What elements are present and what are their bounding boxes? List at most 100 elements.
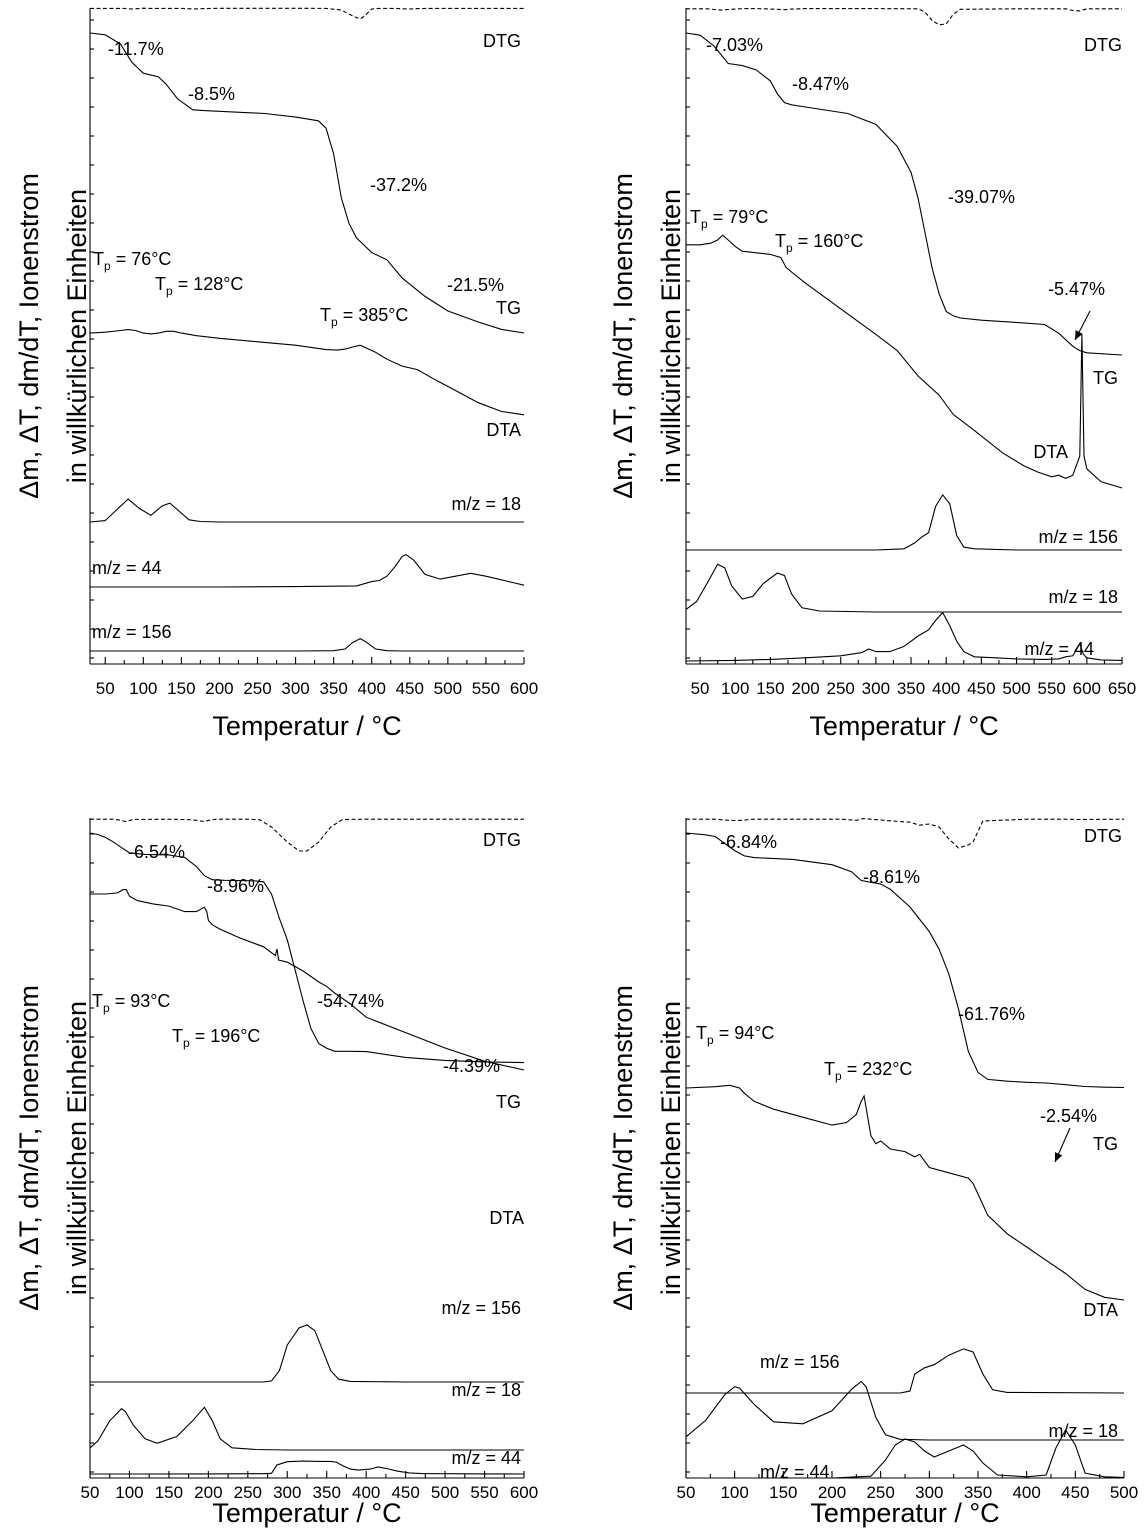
curve-annotation: m/z = 18 bbox=[451, 494, 521, 514]
curve-annotation: m/z = 156 bbox=[1038, 527, 1118, 547]
peak-temperature-label: Tp = 76°C bbox=[93, 249, 171, 273]
chart-panel-2: 50 100 150 200 250 300 350 400 450 500 550 600 650 Te… bbox=[608, 8, 1136, 741]
x-axis-title: Temperatur / °C bbox=[810, 1498, 999, 1528]
curve-annotation: -8.96% bbox=[207, 876, 264, 896]
curve-dta bbox=[686, 234, 1123, 489]
curve-annotation: DTG bbox=[1084, 826, 1122, 846]
curve-m-z-156 bbox=[90, 637, 524, 652]
x-tick-label: 450 bbox=[396, 679, 424, 698]
curve-annotation: DTA bbox=[1083, 1300, 1118, 1320]
curve-annotation: DTA bbox=[489, 1208, 524, 1228]
x-tick-label: 350 bbox=[313, 1483, 341, 1502]
x-tick-label: 300 bbox=[273, 1483, 301, 1502]
x-tick-label: 250 bbox=[866, 1483, 894, 1502]
x-tick-label: 150 bbox=[155, 1483, 183, 1502]
x-tick-label: 300 bbox=[281, 679, 309, 698]
x-axis-title: Temperatur / °C bbox=[212, 1498, 401, 1528]
y-axis-title-line2: in willkürlichen Einheiten bbox=[62, 189, 92, 483]
x-tick-label: 650 bbox=[1108, 679, 1136, 698]
x-tick-label: 200 bbox=[205, 679, 233, 698]
curve-m-z-156 bbox=[686, 493, 1122, 551]
peak-temperature-label: Tp = 196°C bbox=[172, 1026, 260, 1050]
y-axis-title-line1: Δm, ΔT, dm/dT, Ionenstrom bbox=[608, 985, 638, 1311]
curve-tg bbox=[89, 832, 525, 1064]
curve-annotation: -21.5% bbox=[447, 275, 504, 295]
y-axis-title-line2: in willkürlichen Einheiten bbox=[656, 189, 686, 483]
curve-annotation: m/z = 44 bbox=[92, 558, 162, 578]
x-tick-label: 500 bbox=[434, 679, 462, 698]
x-tick-label: 450 bbox=[1061, 1483, 1089, 1502]
curve-annotation: DTG bbox=[483, 830, 521, 850]
curve-annotation: -8.5% bbox=[188, 84, 235, 104]
curve-annotation: TG bbox=[496, 298, 521, 318]
curve-annotation: m/z = 156 bbox=[760, 1352, 840, 1372]
curve-dtg bbox=[686, 818, 1125, 849]
x-tick-label: 550 bbox=[1037, 679, 1065, 698]
y-axis-title-line1: Δm, ΔT, dm/dT, Ionenstrom bbox=[14, 985, 44, 1311]
curve-annotation: m/z = 18 bbox=[1048, 1421, 1118, 1441]
y-axis-title-line2: in willkürlichen Einheiten bbox=[656, 1001, 686, 1295]
curve-annotation: -61.76% bbox=[958, 1004, 1025, 1024]
curve-annotation: -54.74% bbox=[317, 991, 384, 1011]
peak-temperature-label: Tp = 93°C bbox=[92, 991, 170, 1015]
curve-annotation: DTG bbox=[483, 31, 521, 51]
x-tick-label: 50 bbox=[81, 1483, 100, 1502]
y-axis-title-line2: in willkürlichen Einheiten bbox=[62, 1001, 92, 1295]
x-tick-label: 100 bbox=[115, 1483, 143, 1502]
x-tick-label: 500 bbox=[431, 1483, 459, 1502]
x-axis-title: Temperatur / °C bbox=[809, 711, 998, 741]
curve-annotation: DTG bbox=[1084, 35, 1122, 55]
curve-dta bbox=[89, 329, 525, 416]
curve-annotation: -37.2% bbox=[370, 175, 427, 195]
curve-m-z-156 bbox=[90, 1324, 524, 1383]
peak-temperature-label: Tp = 79°C bbox=[690, 207, 768, 231]
curve-annotation: m/z = 18 bbox=[451, 1380, 521, 1400]
x-tick-label: 150 bbox=[769, 1483, 797, 1502]
curve-annotation: DTA bbox=[1033, 442, 1068, 462]
chart-panel-1: 50 100 150 200 250 300 350 400 450 500 550 600 Tempe… bbox=[14, 7, 538, 741]
y-axis-title-line1: Δm, ΔT, dm/dT, Ionenstrom bbox=[608, 173, 638, 499]
peak-temperature-label: Tp = 160°C bbox=[775, 231, 863, 255]
curve-m-z-44 bbox=[685, 611, 1123, 662]
curve-annotation: m/z = 156 bbox=[441, 1298, 521, 1318]
x-tick-label: 400 bbox=[352, 1483, 380, 1502]
curve-m-z-18 bbox=[89, 1406, 524, 1451]
curve-m-z-18 bbox=[89, 498, 524, 523]
curve-annotation: TG bbox=[1093, 1134, 1118, 1154]
curve-annotation: m/z = 156 bbox=[92, 622, 172, 642]
x-tick-label: 100 bbox=[720, 1483, 748, 1502]
curve-m-z-156 bbox=[686, 1348, 1125, 1394]
curve-annotation: m/z = 44 bbox=[1024, 639, 1094, 659]
x-tick-label: 150 bbox=[167, 679, 195, 698]
curve-dtg bbox=[90, 7, 524, 20]
curve-annotation: -8.61% bbox=[863, 867, 920, 887]
curve-annotation: -4.39% bbox=[443, 1056, 500, 1076]
annotation-arrowhead bbox=[1054, 1152, 1063, 1162]
curve-annotation: m/z = 18 bbox=[1048, 587, 1118, 607]
x-tick-label: 300 bbox=[862, 679, 890, 698]
peak-temperature-label: Tp = 94°C bbox=[696, 1023, 774, 1047]
annotation-arrowhead bbox=[1075, 330, 1083, 340]
curve-tg bbox=[89, 32, 525, 334]
x-tick-label: 600 bbox=[510, 1483, 538, 1502]
x-tick-label: 350 bbox=[319, 679, 347, 698]
curve-m-z-44 bbox=[90, 553, 525, 588]
x-axis-title: Temperatur / °C bbox=[212, 711, 401, 741]
curve-annotation: -5.47% bbox=[1048, 279, 1105, 299]
curve-tg bbox=[685, 32, 1123, 356]
x-tick-label: 250 bbox=[234, 1483, 262, 1502]
x-tick-label: 250 bbox=[243, 679, 271, 698]
x-tick-label: 400 bbox=[1012, 1483, 1040, 1502]
x-tick-label: 100 bbox=[721, 679, 749, 698]
curve-annotation: m/z = 44 bbox=[451, 1448, 521, 1468]
peak-temperature-label: Tp = 232°C bbox=[824, 1059, 912, 1083]
x-tick-label: 50 bbox=[96, 679, 115, 698]
x-tick-label: 50 bbox=[691, 679, 710, 698]
y-axis-title-line1: Δm, ΔT, dm/dT, Ionenstrom bbox=[14, 173, 44, 499]
x-tick-label: 400 bbox=[358, 679, 386, 698]
x-tick-label: 250 bbox=[827, 679, 855, 698]
x-tick-label: 200 bbox=[194, 1483, 222, 1502]
curve-dtg bbox=[686, 8, 1122, 26]
x-tick-label: 150 bbox=[756, 679, 784, 698]
